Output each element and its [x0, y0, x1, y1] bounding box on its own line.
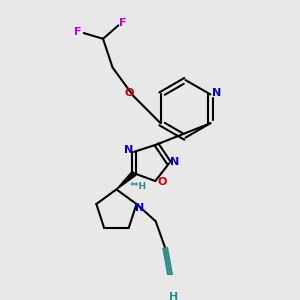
Text: O: O	[157, 177, 167, 187]
Polygon shape	[116, 171, 136, 189]
Text: F: F	[119, 19, 127, 28]
Text: **H: **H	[130, 182, 147, 191]
Text: N: N	[170, 157, 180, 167]
Text: F: F	[74, 27, 82, 37]
Text: N: N	[212, 88, 221, 98]
Text: O: O	[124, 88, 134, 98]
Text: N: N	[124, 145, 133, 155]
Text: N: N	[135, 203, 144, 213]
Text: H: H	[169, 292, 178, 300]
